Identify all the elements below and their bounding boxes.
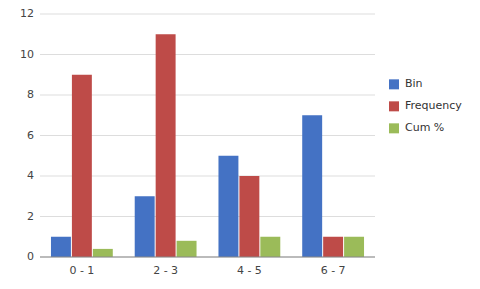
x-axis-line [40, 257, 375, 258]
legend-label: Frequency [405, 99, 462, 112]
y-tick-label: 4 [27, 169, 34, 182]
x-axis: 0 - 1 2 - 3 4 - 5 6 - 7 [69, 264, 345, 277]
bar [260, 237, 280, 257]
bar [177, 241, 197, 257]
bar [344, 237, 364, 257]
bar [93, 249, 113, 257]
bar [302, 115, 322, 257]
chart-container: 0 2 4 6 8 10 12 0 - 1 2 - 3 4 - 5 6 - 7 Bin Frequenc… [0, 0, 480, 289]
y-tick-label: 12 [20, 7, 34, 20]
x-tick-label: 4 - 5 [237, 264, 262, 277]
legend-label: Bin [405, 77, 423, 90]
y-tick-label: 6 [27, 129, 34, 142]
bar [51, 237, 71, 257]
chart-svg: 0 2 4 6 8 10 12 0 - 1 2 - 3 4 - 5 6 - 7 Bin Frequenc… [0, 0, 480, 289]
bar [239, 176, 259, 257]
grid-line [40, 257, 375, 258]
legend-swatch [389, 79, 399, 89]
legend-swatch [389, 123, 399, 133]
bar [135, 196, 155, 257]
bars [51, 34, 364, 257]
y-tick-label: 8 [27, 88, 34, 101]
bar [323, 237, 343, 257]
bar [218, 156, 238, 257]
y-tick-label: 2 [27, 210, 34, 223]
y-axis: 0 2 4 6 8 10 12 [20, 7, 375, 263]
legend-label: Cum % [405, 121, 444, 134]
bar [72, 75, 92, 257]
bar [156, 34, 176, 257]
legend-swatch [389, 101, 399, 111]
x-tick-label: 2 - 3 [153, 264, 178, 277]
grid-line [40, 54, 375, 55]
grid-line [40, 14, 375, 15]
x-tick-label: 0 - 1 [69, 264, 94, 277]
legend: Bin Frequency Cum % [389, 77, 462, 134]
y-tick-label: 0 [27, 250, 34, 263]
y-tick-label: 10 [20, 48, 34, 61]
x-tick-label: 6 - 7 [321, 264, 346, 277]
